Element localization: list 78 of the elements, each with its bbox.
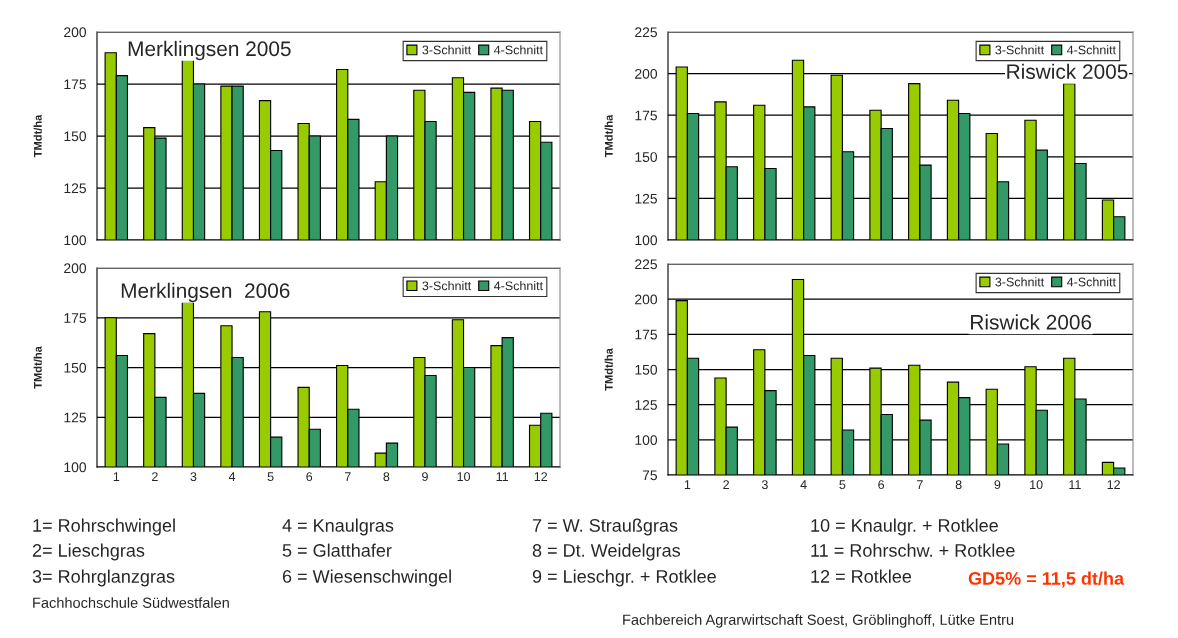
y-tick-label: 75 <box>642 470 657 481</box>
y-tick-label: 200 <box>64 263 87 274</box>
legend-label: 4-Schnitt <box>494 281 543 291</box>
text: 8 = Dt. Weidelgras <box>532 543 681 561</box>
y-tick-label: 200 <box>64 27 87 38</box>
x-tick-label: 8 <box>955 480 962 490</box>
text: Merklingsen 2006 <box>121 282 290 303</box>
x-tick-label: 6 <box>306 472 313 482</box>
x-tick-label: 9 <box>994 480 1001 490</box>
legend-label: 3-Schnitt <box>995 277 1045 287</box>
x-tick-label: 4 <box>800 480 807 489</box>
legend-label: 4-Schnitt <box>1066 45 1116 55</box>
y-axis-title: TMdt/ha <box>33 346 42 389</box>
y-tick-label: 175 <box>64 313 86 323</box>
legend-label: 3-Schnitt <box>422 45 472 55</box>
x-tick-label: 5 <box>839 480 846 490</box>
y-tick-label: 150 <box>635 152 658 162</box>
text: 1= Rohrschwingel <box>33 518 175 536</box>
text: 4 = Knaulgras <box>282 518 394 536</box>
y-tick-label: 125 <box>64 412 86 423</box>
text: 9 = Lieschgr. + Rotklee <box>532 569 716 587</box>
text: 7 = W. Straußgras <box>532 518 678 536</box>
x-tick-label: 2 <box>723 480 729 489</box>
y-axis-title: TMdt/ha <box>33 114 42 158</box>
y-tick-label: 175 <box>64 79 86 90</box>
y-tick-label: 100 <box>635 235 658 246</box>
y-tick-label: 150 <box>64 131 87 142</box>
legend-label: 4-Schnitt <box>494 45 543 55</box>
y-axis-title: TMdt/ha <box>604 114 613 158</box>
text: 6 = Wiesenschwingel <box>282 569 451 587</box>
legend-label: 4-Schnitt <box>1066 277 1116 287</box>
y-tick-label: 150 <box>635 364 658 375</box>
y-tick-label: 200 <box>635 294 658 305</box>
legend-label: 3-Schnitt <box>422 281 472 291</box>
y-tick-label: 175 <box>635 110 657 121</box>
y-tick-label: 225 <box>635 259 657 270</box>
y-tick-label: 100 <box>64 462 87 473</box>
y-tick-label: 125 <box>635 193 657 204</box>
x-tick-label: 11 <box>1069 480 1081 489</box>
x-tick-label: 4 <box>228 472 236 481</box>
x-tick-label: 6 <box>878 480 885 490</box>
text: 5 = Glatthafer <box>282 543 392 557</box>
y-axis-title: TMdt/ha <box>604 348 613 391</box>
y-tick-label: 225 <box>635 27 657 38</box>
x-tick-label: 7 <box>917 480 923 489</box>
x-tick-label: 3 <box>190 472 197 482</box>
x-tick-label: 11 <box>496 472 509 481</box>
text: 2= Lieschgras <box>32 543 145 561</box>
y-tick-label: 100 <box>64 235 87 246</box>
text: Riswick 2006 <box>971 314 1092 330</box>
x-tick-label: 9 <box>422 472 428 482</box>
legend-label: 3-Schnitt <box>995 45 1045 55</box>
x-tick-label: 7 <box>344 472 351 481</box>
text: 12 = Rotklee <box>811 569 912 583</box>
text: 11 = Rohrschw. + Rotklee <box>811 543 1015 557</box>
y-tick-label: 200 <box>635 68 658 79</box>
y-tick-label: 150 <box>64 362 87 373</box>
x-tick-label: 2 <box>152 472 158 481</box>
text: Fachbereich Agrarwirtschaft Soest, Gröblinghoff, Lütke Entru <box>623 614 1014 628</box>
x-tick-label: 1 <box>113 472 120 481</box>
x-tick-label: 5 <box>267 472 274 482</box>
chart-title: Merklingsen 2005 <box>128 40 291 61</box>
x-tick-label: 1 <box>684 480 691 489</box>
y-tick-label: 125 <box>635 400 657 410</box>
x-tick-label: 12 <box>1107 480 1120 489</box>
y-tick-label: 125 <box>64 183 86 194</box>
text: Fachhochschule Südwestfalen <box>33 597 229 608</box>
x-tick-label: 8 <box>383 472 390 482</box>
text: 10 = Knaulgr. + Rotklee <box>811 518 998 536</box>
text: 3= Rohrglanzgras <box>32 569 175 587</box>
x-tick-label: 10 <box>1030 480 1043 490</box>
y-tick-label: 175 <box>635 329 657 340</box>
text: GD5% = 11,5 dt/ha <box>968 571 1125 588</box>
x-tick-label: 10 <box>457 472 471 482</box>
text: Riswick 2005 <box>1007 63 1128 80</box>
x-tick-label: 12 <box>534 472 548 481</box>
y-tick-label: 100 <box>635 435 658 445</box>
x-tick-label: 3 <box>761 480 768 490</box>
